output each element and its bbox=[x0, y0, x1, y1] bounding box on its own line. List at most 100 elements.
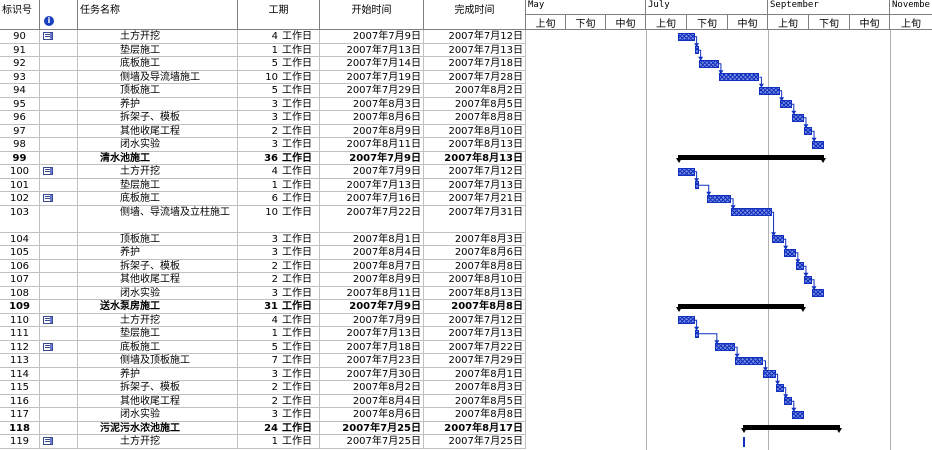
column-header-name[interactable]: 任务名称 bbox=[78, 0, 238, 30]
task-name[interactable]: 养护 bbox=[78, 367, 238, 381]
task-name[interactable]: 拆架子、模板 bbox=[78, 381, 238, 395]
task-name[interactable]: 垫层施工 bbox=[78, 178, 238, 192]
task-duration[interactable]: 3 工作日 bbox=[238, 246, 320, 260]
task-start[interactable]: 2007年7月22日 bbox=[320, 205, 424, 233]
task-row[interactable]: 119 土方开挖 1 工作日 2007年7月25日 2007年7月25日 bbox=[0, 435, 932, 449]
task-duration[interactable]: 2 工作日 bbox=[238, 381, 320, 395]
column-header-finish[interactable]: 完成时间 bbox=[424, 0, 526, 30]
task-finish[interactable]: 2007年7月31日 bbox=[424, 205, 526, 233]
task-name[interactable]: 其他收尾工程 bbox=[78, 273, 238, 287]
task-finish[interactable]: 2007年8月2日 bbox=[424, 84, 526, 98]
task-name[interactable]: 拆架子、模板 bbox=[78, 259, 238, 273]
task-finish[interactable]: 2007年7月22日 bbox=[424, 340, 526, 354]
task-finish[interactable]: 2007年8月5日 bbox=[424, 97, 526, 111]
task-name[interactable]: 养护 bbox=[78, 97, 238, 111]
task-duration[interactable]: 4 工作日 bbox=[238, 313, 320, 327]
task-finish[interactable]: 2007年7月21日 bbox=[424, 192, 526, 206]
task-finish[interactable]: 2007年8月10日 bbox=[424, 124, 526, 138]
task-name[interactable]: 其他收尾工程 bbox=[78, 394, 238, 408]
task-start[interactable]: 2007年7月16日 bbox=[320, 192, 424, 206]
task-finish[interactable]: 2007年8月8日 bbox=[424, 300, 526, 314]
task-start[interactable]: 2007年7月25日 bbox=[320, 421, 424, 435]
task-finish[interactable]: 2007年8月5日 bbox=[424, 394, 526, 408]
task-row[interactable]: 108 闭水实验 3 工作日 2007年8月11日 2007年8月13日 bbox=[0, 286, 932, 300]
task-start[interactable]: 2007年8月3日 bbox=[320, 97, 424, 111]
task-start[interactable]: 2007年7月25日 bbox=[320, 435, 424, 449]
task-start[interactable]: 2007年7月9日 bbox=[320, 165, 424, 179]
task-row[interactable]: 116 其他收尾工程 2 工作日 2007年8月4日 2007年8月5日 bbox=[0, 394, 932, 408]
task-name[interactable]: 土方开挖 bbox=[78, 313, 238, 327]
task-name[interactable]: 土方开挖 bbox=[78, 435, 238, 449]
task-note-icon[interactable] bbox=[43, 315, 53, 324]
task-duration[interactable]: 10 工作日 bbox=[238, 70, 320, 84]
task-row[interactable]: 95 养护 3 工作日 2007年8月3日 2007年8月5日 bbox=[0, 97, 932, 111]
task-duration[interactable]: 3 工作日 bbox=[238, 408, 320, 422]
task-note-icon[interactable] bbox=[43, 437, 53, 445]
task-note-icon[interactable] bbox=[43, 194, 53, 202]
task-name[interactable]: 底板施工 bbox=[78, 192, 238, 206]
task-finish[interactable]: 2007年7月12日 bbox=[424, 165, 526, 179]
task-name[interactable]: 顶板施工 bbox=[78, 232, 238, 246]
task-finish[interactable]: 2007年8月17日 bbox=[424, 421, 526, 435]
column-header-start[interactable]: 开始时间 bbox=[320, 0, 424, 30]
task-start[interactable]: 2007年7月9日 bbox=[320, 151, 424, 165]
task-start[interactable]: 2007年7月9日 bbox=[320, 30, 424, 44]
task-name[interactable]: 闭水实验 bbox=[78, 408, 238, 422]
task-finish[interactable]: 2007年8月13日 bbox=[424, 286, 526, 300]
task-finish[interactable]: 2007年8月3日 bbox=[424, 232, 526, 246]
task-start[interactable]: 2007年8月4日 bbox=[320, 246, 424, 260]
task-row[interactable]: 96 拆架子、模板 3 工作日 2007年8月6日 2007年8月8日 bbox=[0, 111, 932, 125]
task-duration[interactable]: 24 工作日 bbox=[238, 421, 320, 435]
task-row[interactable]: 94 顶板施工 5 工作日 2007年7月29日 2007年8月2日 bbox=[0, 84, 932, 98]
task-duration[interactable]: 3 工作日 bbox=[238, 367, 320, 381]
task-duration[interactable]: 1 工作日 bbox=[238, 435, 320, 449]
task-finish[interactable]: 2007年7月12日 bbox=[424, 30, 526, 44]
task-start[interactable]: 2007年8月4日 bbox=[320, 394, 424, 408]
task-row[interactable]: 114 养护 3 工作日 2007年7月30日 2007年8月1日 bbox=[0, 367, 932, 381]
task-duration[interactable]: 2 工作日 bbox=[238, 259, 320, 273]
task-name[interactable]: 拆架子、模板 bbox=[78, 111, 238, 125]
task-duration[interactable]: 7 工作日 bbox=[238, 354, 320, 368]
task-row[interactable]: 98 闭水实验 3 工作日 2007年8月11日 2007年8月13日 bbox=[0, 138, 932, 152]
task-row[interactable]: 97 其他收尾工程 2 工作日 2007年8月9日 2007年8月10日 bbox=[0, 124, 932, 138]
task-start[interactable]: 2007年7月29日 bbox=[320, 84, 424, 98]
task-start[interactable]: 2007年8月7日 bbox=[320, 259, 424, 273]
task-row[interactable]: 110 土方开挖 4 工作日 2007年7月9日 2007年7月12日 bbox=[0, 313, 932, 327]
task-duration[interactable]: 31 工作日 bbox=[238, 300, 320, 314]
task-finish[interactable]: 2007年8月1日 bbox=[424, 367, 526, 381]
task-duration[interactable]: 2 工作日 bbox=[238, 124, 320, 138]
task-row[interactable]: 101 垫层施工 1 工作日 2007年7月13日 2007年7月13日 bbox=[0, 178, 932, 192]
task-name[interactable]: 其他收尾工程 bbox=[78, 124, 238, 138]
task-name[interactable]: 侧墙、导流墙及立柱施工 bbox=[78, 205, 238, 233]
task-duration[interactable]: 2 工作日 bbox=[238, 394, 320, 408]
task-row[interactable]: 107 其他收尾工程 2 工作日 2007年8月9日 2007年8月10日 bbox=[0, 273, 932, 287]
task-start[interactable]: 2007年7月19日 bbox=[320, 70, 424, 84]
task-name[interactable]: 闭水实验 bbox=[78, 138, 238, 152]
column-header-indicators[interactable]: i bbox=[40, 0, 78, 30]
task-start[interactable]: 2007年7月14日 bbox=[320, 57, 424, 71]
task-finish[interactable]: 2007年7月18日 bbox=[424, 57, 526, 71]
summary-task-row[interactable]: 109 送水泵房施工 31 工作日 2007年7月9日 2007年8月8日 bbox=[0, 300, 932, 314]
task-finish[interactable]: 2007年8月10日 bbox=[424, 273, 526, 287]
task-row[interactable]: 106 拆架子、模板 2 工作日 2007年8月7日 2007年8月8日 bbox=[0, 259, 932, 273]
task-finish[interactable]: 2007年8月8日 bbox=[424, 111, 526, 125]
task-duration[interactable]: 4 工作日 bbox=[238, 30, 320, 44]
task-start[interactable]: 2007年7月30日 bbox=[320, 367, 424, 381]
task-duration[interactable]: 5 工作日 bbox=[238, 340, 320, 354]
task-start[interactable]: 2007年8月6日 bbox=[320, 408, 424, 422]
task-note-icon[interactable] bbox=[43, 167, 53, 175]
task-note-icon[interactable] bbox=[43, 342, 53, 351]
task-finish[interactable]: 2007年7月25日 bbox=[424, 435, 526, 449]
task-start[interactable]: 2007年7月9日 bbox=[320, 300, 424, 314]
task-duration[interactable]: 36 工作日 bbox=[238, 151, 320, 165]
task-row[interactable]: 111 垫层施工 1 工作日 2007年7月13日 2007年7月13日 bbox=[0, 327, 932, 341]
task-note-icon[interactable] bbox=[43, 32, 53, 40]
task-name[interactable]: 土方开挖 bbox=[78, 165, 238, 179]
task-finish[interactable]: 2007年8月6日 bbox=[424, 246, 526, 260]
task-duration[interactable]: 3 工作日 bbox=[238, 232, 320, 246]
task-finish[interactable]: 2007年8月3日 bbox=[424, 381, 526, 395]
task-duration[interactable]: 1 工作日 bbox=[238, 178, 320, 192]
task-name[interactable]: 清水池施工 bbox=[78, 151, 238, 165]
task-row[interactable]: 105 养护 3 工作日 2007年8月4日 2007年8月6日 bbox=[0, 246, 932, 260]
task-name[interactable]: 闭水实验 bbox=[78, 286, 238, 300]
